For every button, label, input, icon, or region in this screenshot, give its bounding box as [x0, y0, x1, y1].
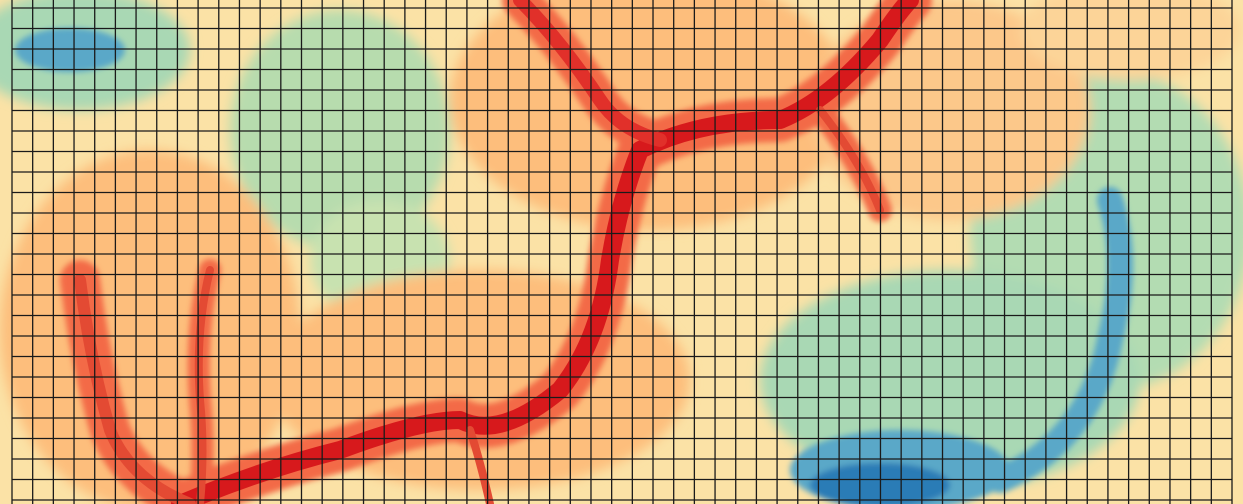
ridge-west-spur — [194, 266, 214, 504]
grid-overlay — [11, 0, 1233, 504]
ridge-lines — [60, 0, 932, 504]
upland-north-east-edge — [1020, 0, 1240, 80]
upland-west — [0, 150, 300, 504]
basin-northwest — [15, 28, 125, 72]
ridge-main — [171, 0, 919, 504]
ridge-west — [74, 274, 196, 504]
ridge-east-spur — [816, 106, 884, 214]
